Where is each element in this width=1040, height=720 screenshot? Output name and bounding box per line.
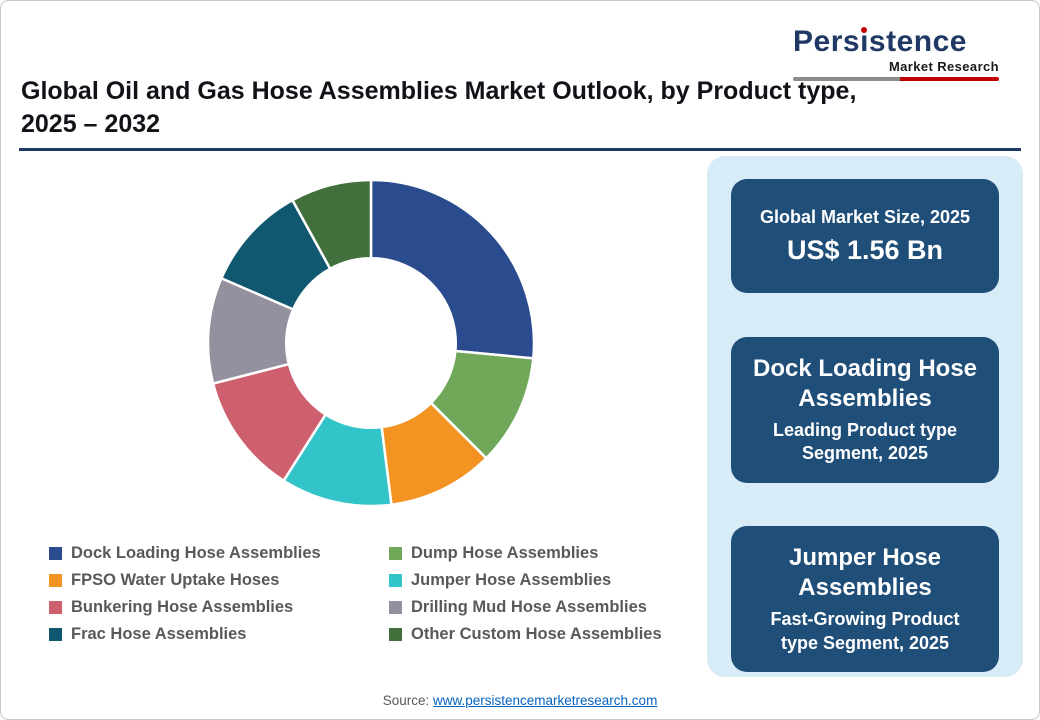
market-size-title: Global Market Size, 2025 [759,206,971,227]
legend-item: Other Custom Hose Assemblies [389,625,719,643]
legend-swatch [389,573,402,587]
legend-item: FPSO Water Uptake Hoses [49,571,389,589]
leading-segment-card: Dock Loading Hose Assemblies Leading Pro… [731,336,999,483]
fast-growing-segment-subtitle: Fast-Growing Product type Segment, 2025 [770,609,960,653]
legend-label: Jumper Hose Assemblies [411,571,612,590]
legend-item: Frac Hose Assemblies [49,625,389,643]
legend-swatch [49,600,62,614]
legend-label: Bunkering Hose Assemblies [71,598,294,617]
legend-label: FPSO Water Uptake Hoses [71,571,280,590]
highlights-panel: Global Market Size, 2025 US$ 1.56 Bn Doc… [707,156,1023,677]
legend-swatch [49,546,62,560]
legend-swatch [49,573,62,587]
legend-label: Drilling Mud Hose Assemblies [411,598,647,617]
legend-item: Drilling Mud Hose Assemblies [389,598,719,616]
legend-swatch [389,600,402,614]
market-size-value: US$ 1.56 Bn [786,234,944,265]
legend-item: Jumper Hose Assemblies [389,571,719,589]
brand-name: Persistence [793,27,999,57]
legend-item: Dump Hose Assemblies [389,544,719,562]
legend-label: Other Custom Hose Assemblies [411,625,662,644]
chart-legend: Dock Loading Hose Assemblies Dump Hose A… [49,544,719,644]
legend-label: Dock Loading Hose Assemblies [71,544,321,562]
brand-logo: Persistence Market Research [793,27,999,81]
fast-growing-segment-title: Jumper Hose Assemblies [788,544,942,602]
legend-swatch [389,546,402,560]
legend-swatch [389,627,402,641]
brand-name-part: Pers [793,25,861,58]
leading-segment-title: Dock Loading Hose Assemblies [752,354,978,412]
legend-label: Dump Hose Assemblies [411,544,599,562]
legend-label: Frac Hose Assemblies [71,625,247,644]
brand-name-i: i [860,25,869,58]
source-line: Source: www.persistencemarketresearch.co… [1,693,1039,708]
brand-underline-bar [793,77,999,81]
page-title-line2: 2025 – 2032 [21,110,161,138]
title-divider [19,148,1021,151]
fast-growing-segment-card: Jumper Hose Assemblies Fast-Growing Prod… [731,526,999,672]
legend-item: Bunkering Hose Assemblies [49,598,389,616]
source-label: Source: [382,693,430,708]
donut-chart-svg [206,178,536,508]
leading-segment-subtitle: Leading Product type Segment, 2025 [772,419,958,463]
donut-segment-7 [290,178,373,271]
legend-swatch [49,627,62,641]
market-size-card: Global Market Size, 2025 US$ 1.56 Bn [731,179,999,293]
page-title: Global Oil and Gas Hose Assemblies Marke… [21,75,986,141]
brand-tagline: Market Research [888,59,999,74]
brand-name-part: stence [868,25,967,58]
source-link[interactable]: www.persistencemarketresearch.com [432,693,658,708]
page-title-line1: Global Oil and Gas Hose Assemblies Marke… [21,77,857,105]
legend-item: Dock Loading Hose Assemblies [49,544,389,562]
donut-segment-0 [369,178,536,360]
